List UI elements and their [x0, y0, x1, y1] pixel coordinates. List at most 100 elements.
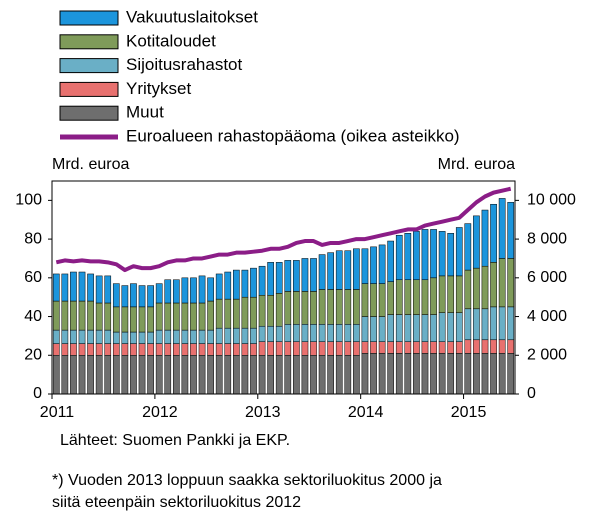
- bar: [481, 308, 489, 341]
- bar: [190, 302, 197, 331]
- bar: [438, 341, 446, 354]
- bar: [438, 275, 446, 313]
- bar: [267, 341, 274, 356]
- bar: [164, 329, 172, 344]
- bar: [473, 353, 480, 395]
- bar: [78, 343, 86, 356]
- legend-swatch: [59, 34, 119, 50]
- bar: [413, 314, 420, 342]
- bar: [130, 331, 137, 344]
- bar: [181, 277, 189, 304]
- bar: [215, 273, 223, 300]
- bar: [361, 341, 369, 354]
- bar: [207, 300, 214, 331]
- bar: [430, 341, 437, 354]
- bar: [327, 252, 334, 290]
- bar: [215, 355, 223, 395]
- bar: [361, 248, 369, 284]
- bar: [378, 244, 386, 284]
- bar: [370, 246, 377, 284]
- bar: [370, 316, 377, 342]
- bar: [130, 306, 137, 333]
- bar: [464, 308, 472, 341]
- y2-tick-label: 6 000: [527, 269, 567, 286]
- bar: [284, 324, 292, 342]
- bar: [421, 314, 429, 342]
- bar: [387, 341, 395, 354]
- bar: [378, 316, 386, 342]
- bar: [87, 329, 94, 344]
- y-tick-label: 80: [24, 230, 42, 247]
- bar: [473, 308, 480, 341]
- bar: [481, 339, 489, 354]
- bar: [164, 302, 172, 331]
- x-tick-label: 2015: [451, 404, 487, 421]
- bar: [233, 269, 240, 300]
- bar: [284, 260, 292, 292]
- bar: [207, 355, 214, 395]
- bar: [395, 341, 403, 354]
- bar: [241, 327, 249, 344]
- bar: [293, 324, 300, 342]
- bar: [95, 355, 103, 395]
- bar: [507, 258, 515, 308]
- bar: [395, 353, 403, 395]
- bar: [507, 306, 515, 341]
- bar: [198, 355, 206, 395]
- bar: [258, 355, 266, 395]
- bar: [318, 355, 326, 395]
- bar: [284, 341, 292, 356]
- bar: [344, 289, 352, 325]
- bar: [224, 298, 232, 329]
- bar: [138, 285, 146, 308]
- bar: [172, 329, 180, 344]
- bar: [335, 250, 343, 290]
- legend-label: Euroalueen rahastopääoma (oikea asteikko…: [126, 126, 460, 145]
- bar: [181, 355, 189, 395]
- bar: [507, 353, 515, 395]
- y2-tick-label: 10 000: [527, 192, 576, 209]
- bar: [267, 355, 274, 395]
- bar: [310, 355, 317, 395]
- bar: [250, 296, 257, 329]
- bar: [353, 341, 360, 356]
- bar: [284, 355, 292, 395]
- bar: [438, 312, 446, 342]
- plot-frame: [51, 180, 516, 395]
- bar: [481, 353, 489, 395]
- bar: [421, 279, 429, 315]
- bar: [498, 198, 506, 259]
- bar: [481, 209, 489, 267]
- bar: [250, 327, 257, 344]
- bar: [104, 355, 112, 395]
- bar: [130, 355, 137, 395]
- bar: [95, 302, 103, 331]
- bar: [78, 271, 86, 302]
- bar: [267, 325, 274, 342]
- note: *) Vuoden 2013 loppuun saakka sektoriluo…: [52, 472, 442, 489]
- bar: [52, 273, 60, 302]
- bar: [138, 331, 146, 344]
- legend-label: Vakuutuslaitokset: [126, 7, 258, 26]
- bar: [318, 341, 326, 356]
- bar: [95, 343, 103, 356]
- bar: [61, 343, 69, 356]
- bar: [78, 355, 86, 395]
- bar: [147, 285, 154, 308]
- bar: [130, 283, 137, 308]
- bar: [447, 312, 455, 342]
- bar: [87, 343, 94, 356]
- bar: [404, 314, 412, 342]
- bar: [275, 325, 283, 342]
- bar: [335, 324, 343, 342]
- bar: [327, 324, 334, 342]
- bar: [138, 306, 146, 333]
- legend-swatch: [59, 81, 119, 97]
- bar: [455, 312, 463, 342]
- bar: [121, 355, 129, 395]
- bar: [172, 355, 180, 395]
- bar: [87, 300, 94, 331]
- bar: [430, 314, 437, 342]
- bar: [155, 343, 163, 356]
